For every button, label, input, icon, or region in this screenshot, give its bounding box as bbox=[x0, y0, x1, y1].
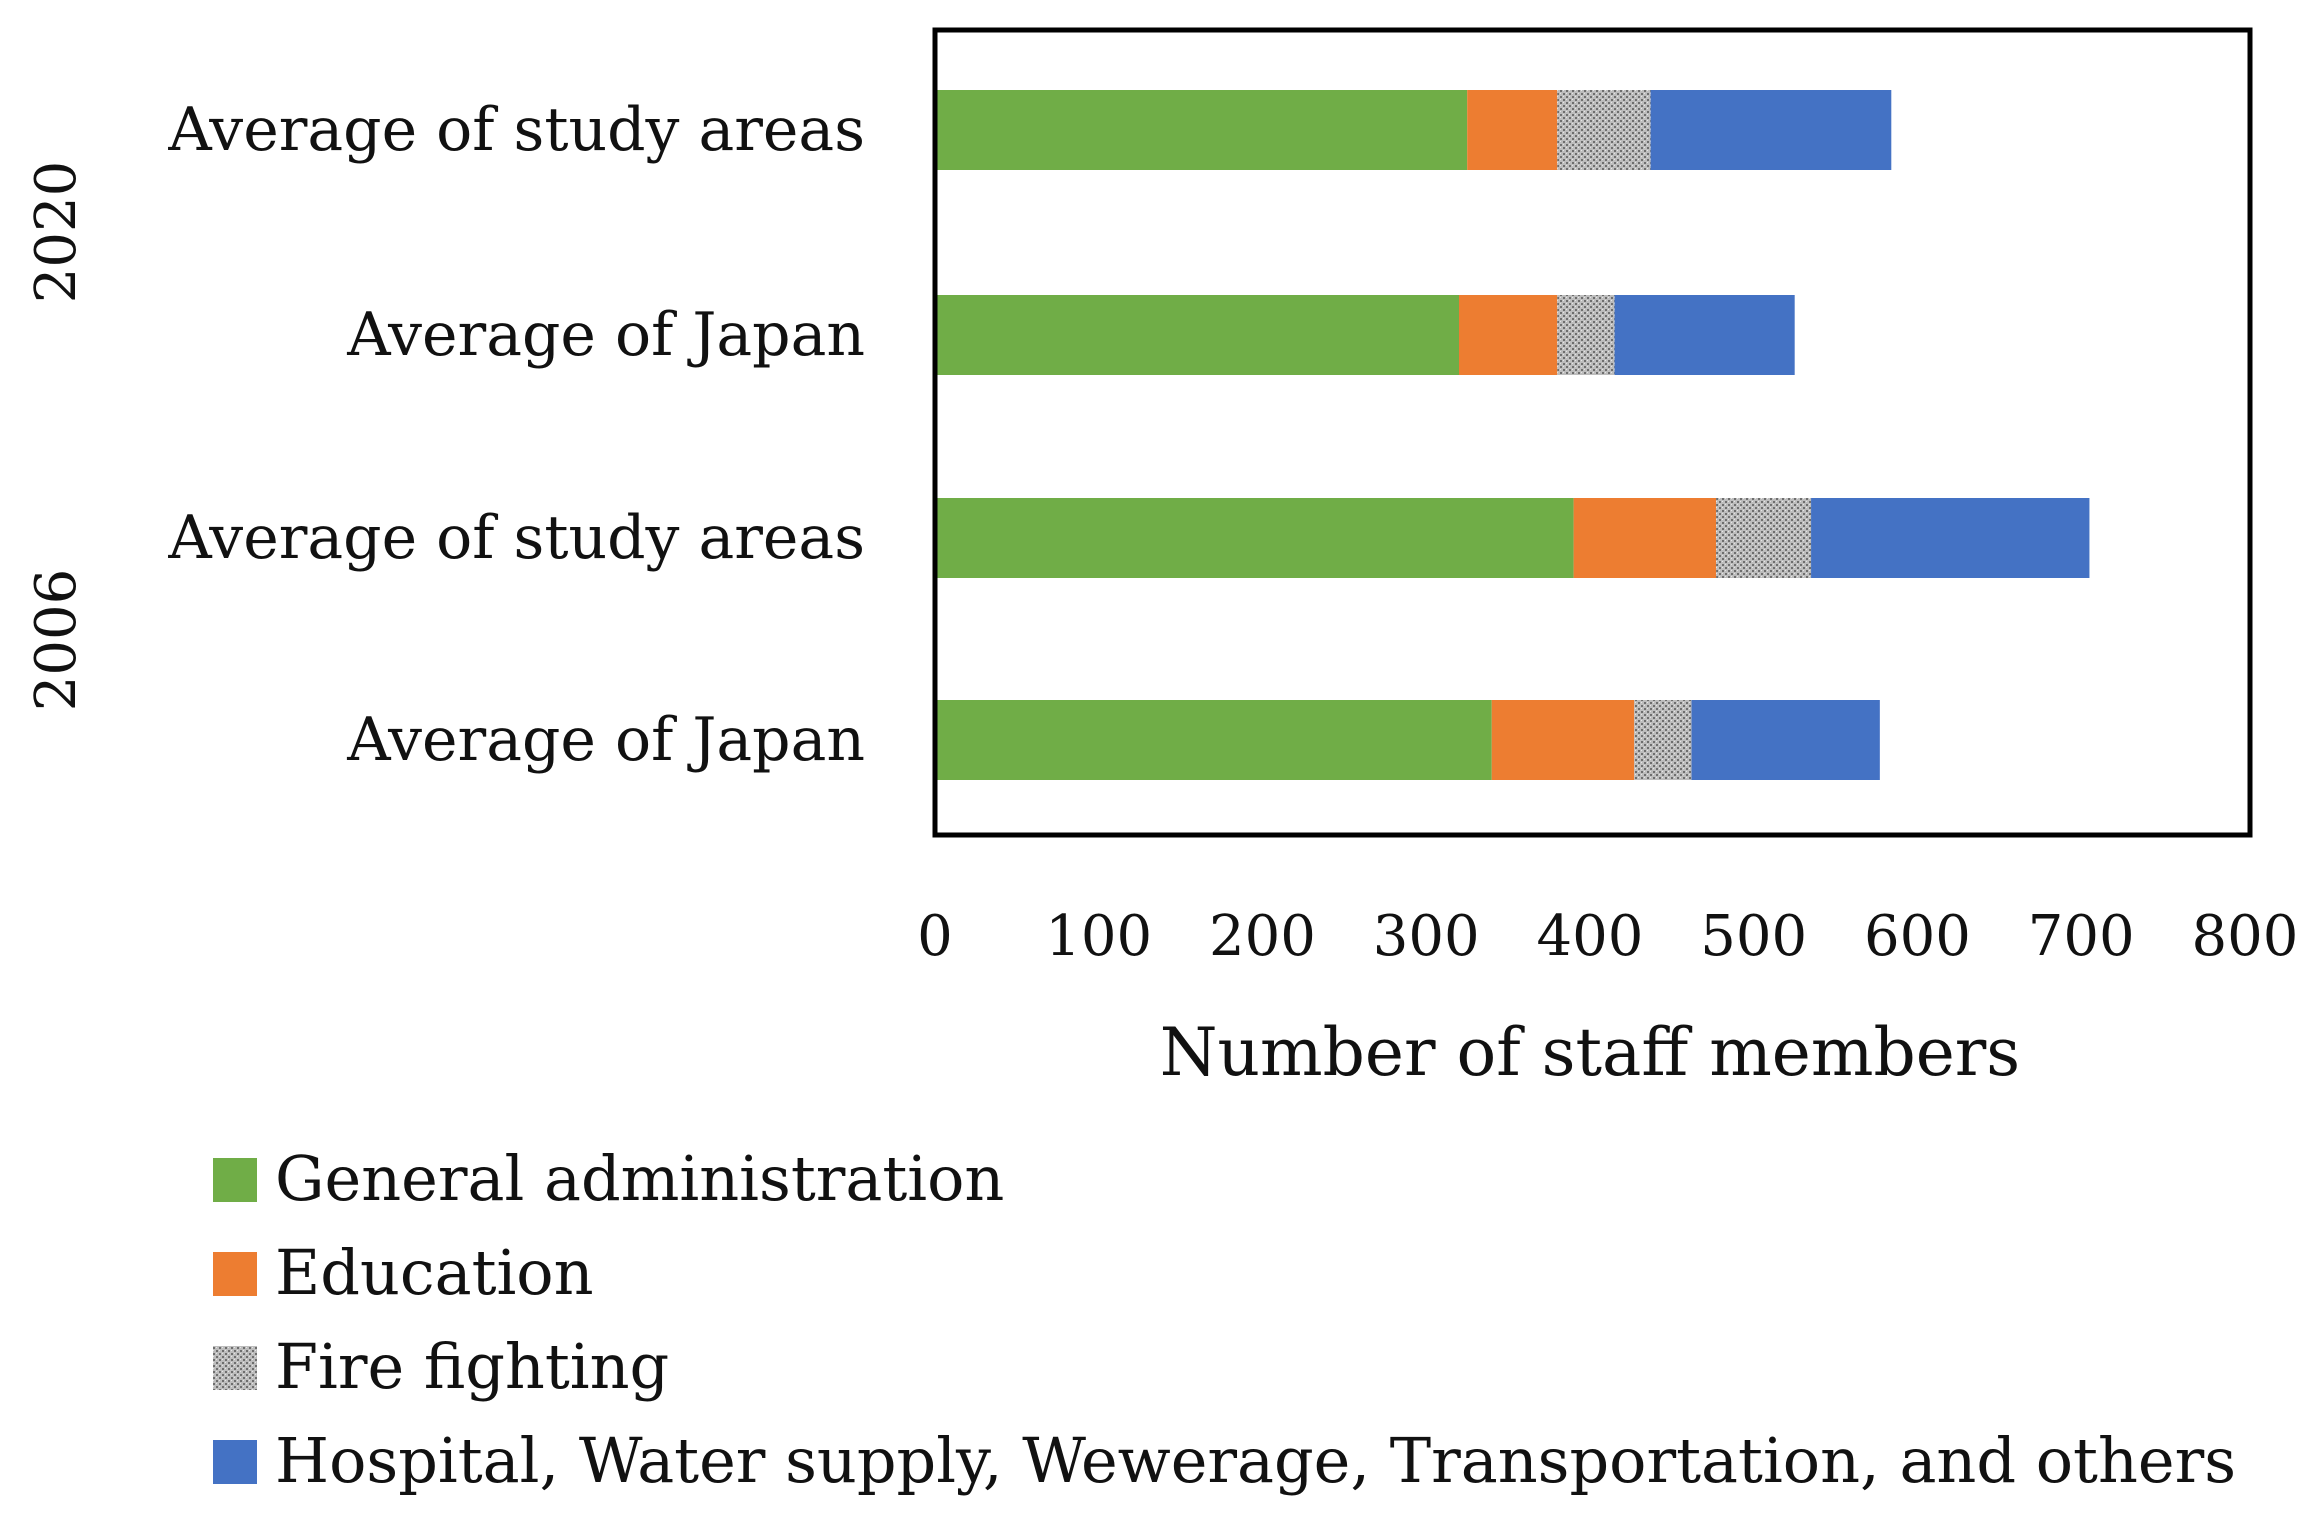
bar-segment-general-administration-0 bbox=[935, 90, 1468, 170]
category-label: Average of Japan bbox=[346, 705, 865, 775]
bar-segment-fire-fighting-1 bbox=[1557, 295, 1615, 375]
group-label-2020: 2020 bbox=[24, 161, 89, 304]
bar-segment-education-1 bbox=[1459, 295, 1558, 375]
legend-swatch-hospital-water-supply-wewerage-transportation-and-others bbox=[213, 1440, 257, 1484]
bar-segment-hospital-water-supply-wewerage-transportation-and-others-1 bbox=[1614, 295, 1795, 375]
group-label-2006: 2006 bbox=[24, 569, 89, 712]
category-label: Average of Japan bbox=[346, 300, 865, 370]
x-tick-label: 400 bbox=[1537, 904, 1644, 969]
bar-segment-education-0 bbox=[1467, 90, 1558, 170]
legend-label: Education bbox=[275, 1236, 594, 1309]
bar-segment-general-administration-2 bbox=[935, 498, 1574, 578]
legend-label: General administration bbox=[275, 1142, 1004, 1215]
x-tick-label: 800 bbox=[2192, 904, 2299, 969]
legend-swatch-fire-fighting bbox=[213, 1346, 257, 1390]
x-tick-label: 700 bbox=[2028, 904, 2135, 969]
bar-segment-hospital-water-supply-wewerage-transportation-and-others-0 bbox=[1650, 90, 1892, 170]
legend-label: Fire fighting bbox=[275, 1330, 669, 1403]
bar-segment-fire-fighting-3 bbox=[1634, 700, 1692, 780]
x-tick-label: 300 bbox=[1373, 904, 1480, 969]
legend-swatch-education bbox=[213, 1252, 257, 1296]
plot-area-border bbox=[932, 27, 2253, 838]
x-tick-label: 600 bbox=[1864, 904, 1971, 969]
category-label: Average of study areas bbox=[167, 95, 865, 165]
bar-segment-fire-fighting-0 bbox=[1557, 90, 1651, 170]
bar-segment-education-3 bbox=[1491, 700, 1635, 780]
bar-segment-general-administration-3 bbox=[935, 700, 1492, 780]
category-label: Average of study areas bbox=[167, 503, 865, 573]
bar-segment-general-administration-1 bbox=[935, 295, 1459, 375]
bar-segment-education-2 bbox=[1573, 498, 1717, 578]
bar-segment-fire-fighting-2 bbox=[1716, 498, 1812, 578]
x-tick-label: 200 bbox=[1209, 904, 1316, 969]
bar-segment-hospital-water-supply-wewerage-transportation-and-others-2 bbox=[1811, 498, 2090, 578]
x-tick-label: 0 bbox=[917, 904, 953, 969]
legend-swatch-general-administration bbox=[213, 1158, 257, 1202]
bar-segment-hospital-water-supply-wewerage-transportation-and-others-3 bbox=[1691, 700, 1880, 780]
x-tick-label: 500 bbox=[1700, 904, 1807, 969]
x-axis-title: Number of staff members bbox=[1160, 1014, 2020, 1091]
legend-label: Hospital, Water supply, Wewerage, Transp… bbox=[275, 1424, 2236, 1497]
x-tick-label: 100 bbox=[1045, 904, 1152, 969]
